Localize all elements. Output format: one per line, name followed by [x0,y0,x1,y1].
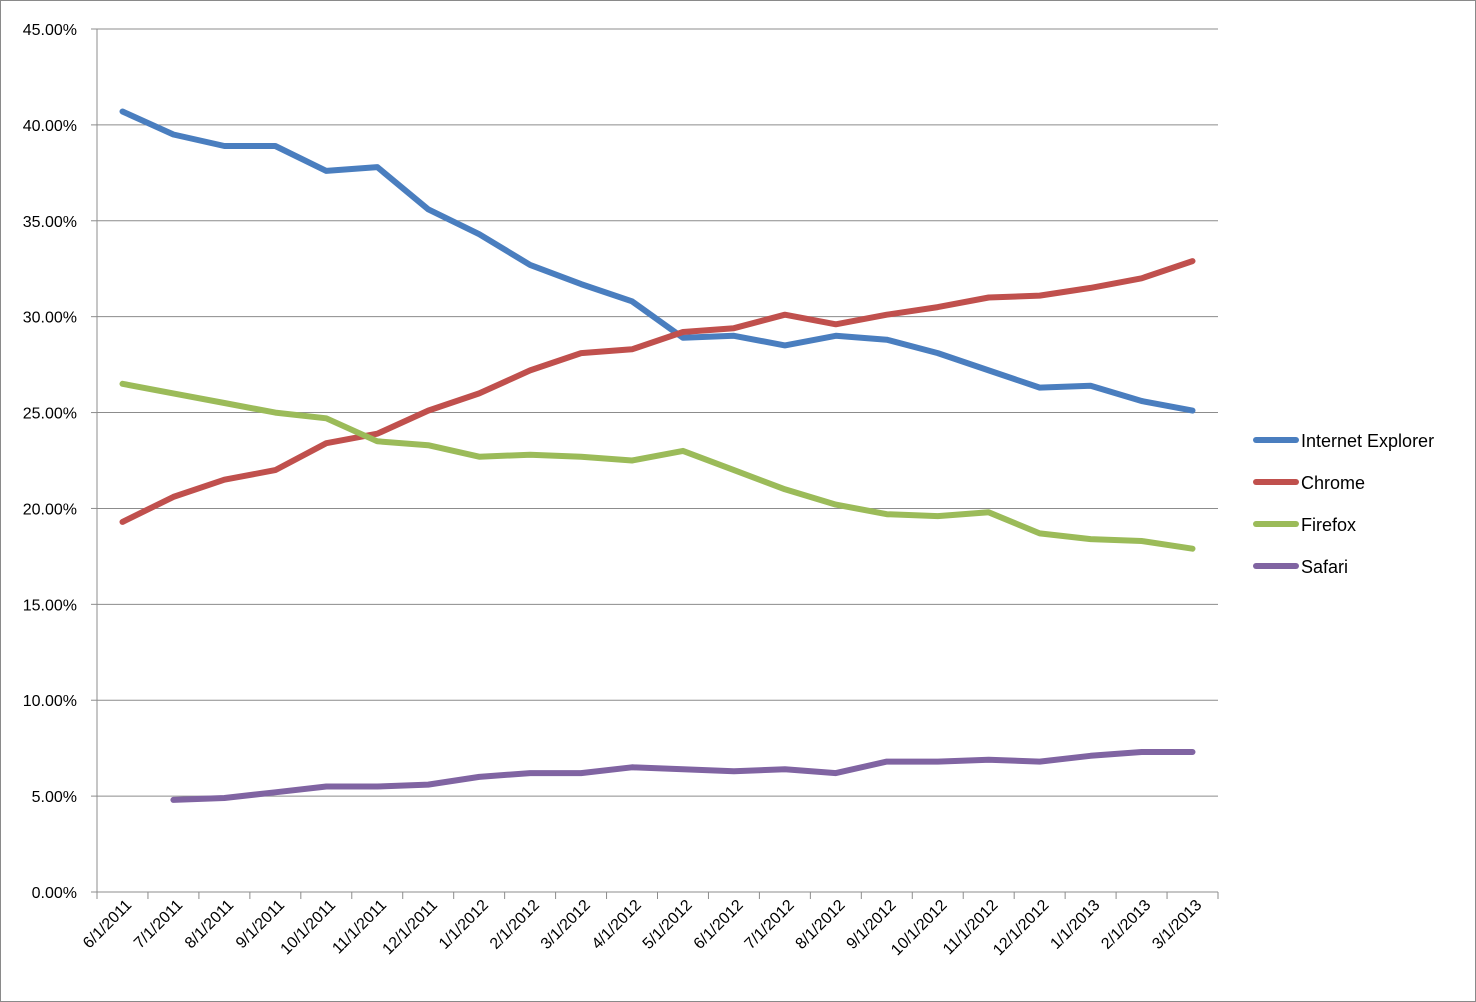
legend-label: Firefox [1301,515,1356,535]
x-tick-label: 4/1/2012 [589,897,645,953]
y-tick-label: 40.00% [23,118,77,135]
x-tick-label: 1/1/2013 [1047,897,1103,953]
y-axis-tick-labels: 0.00% 5.00% 10.00% 15.00% 20.00% 25.00% 30.00%… [23,22,77,902]
y-tick-label: 45.00% [23,22,77,39]
series-line-firefox [119,380,1196,552]
x-tick-label: 7/1/2011 [131,897,186,952]
series-line-chrome [119,258,1196,525]
series-lines [119,108,1196,803]
x-tick-label: 2/1/2012 [487,897,543,953]
legend-label: Safari [1301,557,1348,577]
x-tick-label: 8/1/2011 [182,897,237,952]
series-line-safari [170,749,1196,803]
x-tick-label: 6/1/2011 [80,897,135,952]
y-tick-label: 20.00% [23,501,77,518]
axes [91,28,1219,899]
x-tick-label: 12/1/2012 [990,897,1052,959]
x-tick-label: 2/1/2013 [1098,897,1154,953]
y-tick-label: 15.00% [23,597,77,614]
y-tick-label: 0.00% [32,885,77,902]
series-line-internet-explorer [119,108,1196,414]
y-tick-label: 5.00% [32,789,77,806]
legend: Internet Explorer Chrome Firefox Safari [1253,431,1434,577]
y-tick-label: 25.00% [23,406,77,423]
legend-label: Chrome [1301,473,1365,493]
x-tick-label: 10/1/2011 [278,897,340,959]
y-tick-label: 35.00% [23,214,77,231]
x-tick-label: 5/1/2012 [640,897,696,953]
legend-label: Internet Explorer [1301,431,1434,451]
y-tick-label: 30.00% [23,310,77,327]
x-axis-tick-labels: 6/1/20117/1/20118/1/20119/1/201110/1/201… [80,897,1205,959]
x-tick-label: 3/1/2012 [538,897,594,953]
x-tick-label: 3/1/2013 [1149,897,1205,953]
x-tick-label: 8/1/2012 [793,897,849,953]
x-tick-label: 12/1/2011 [380,897,442,959]
y-tick-label: 10.00% [23,693,77,710]
x-tick-label: 6/1/2012 [691,897,747,953]
x-tick-label: 10/1/2012 [888,897,950,959]
x-tick-label: 1/1/2012 [436,897,492,953]
x-tick-label: 7/1/2012 [742,897,798,953]
